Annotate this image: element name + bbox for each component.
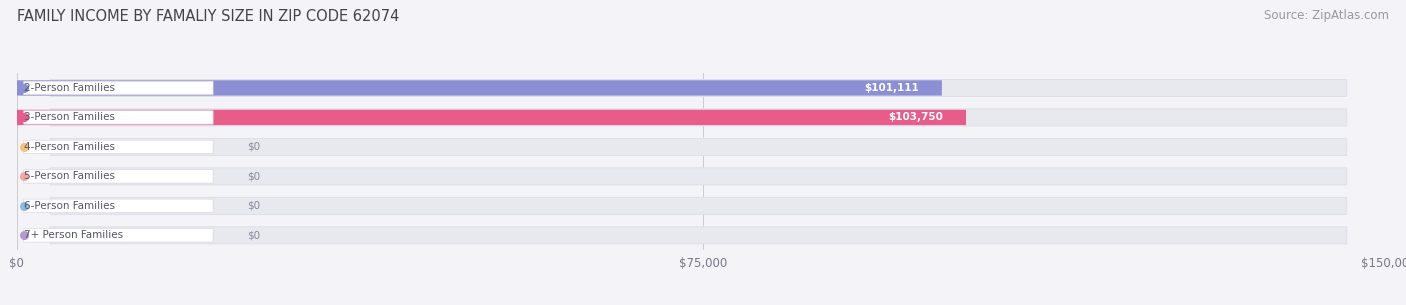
Text: 4-Person Families: 4-Person Families <box>24 142 115 152</box>
Text: FAMILY INCOME BY FAMALIY SIZE IN ZIP CODE 62074: FAMILY INCOME BY FAMALIY SIZE IN ZIP COD… <box>17 9 399 24</box>
Text: 2-Person Families: 2-Person Families <box>24 83 115 93</box>
FancyBboxPatch shape <box>51 227 1347 244</box>
Text: $0: $0 <box>247 201 260 211</box>
FancyBboxPatch shape <box>51 197 1347 214</box>
Text: $0: $0 <box>247 230 260 240</box>
FancyBboxPatch shape <box>24 111 214 124</box>
FancyBboxPatch shape <box>17 80 942 95</box>
Text: $103,750: $103,750 <box>889 113 943 122</box>
Text: 7+ Person Families: 7+ Person Families <box>24 230 122 240</box>
Text: $0: $0 <box>247 171 260 181</box>
FancyBboxPatch shape <box>24 81 214 95</box>
Text: 5-Person Families: 5-Person Families <box>24 171 115 181</box>
FancyBboxPatch shape <box>51 109 1347 126</box>
Text: Source: ZipAtlas.com: Source: ZipAtlas.com <box>1264 9 1389 22</box>
FancyBboxPatch shape <box>51 138 1347 156</box>
FancyBboxPatch shape <box>24 140 214 154</box>
FancyBboxPatch shape <box>24 170 214 183</box>
Text: 3-Person Families: 3-Person Families <box>24 113 115 122</box>
Text: $0: $0 <box>247 142 260 152</box>
Text: 6-Person Families: 6-Person Families <box>24 201 115 211</box>
FancyBboxPatch shape <box>24 229 214 242</box>
FancyBboxPatch shape <box>51 168 1347 185</box>
Text: $101,111: $101,111 <box>865 83 920 93</box>
FancyBboxPatch shape <box>17 110 966 125</box>
FancyBboxPatch shape <box>24 199 214 213</box>
FancyBboxPatch shape <box>51 79 1347 96</box>
